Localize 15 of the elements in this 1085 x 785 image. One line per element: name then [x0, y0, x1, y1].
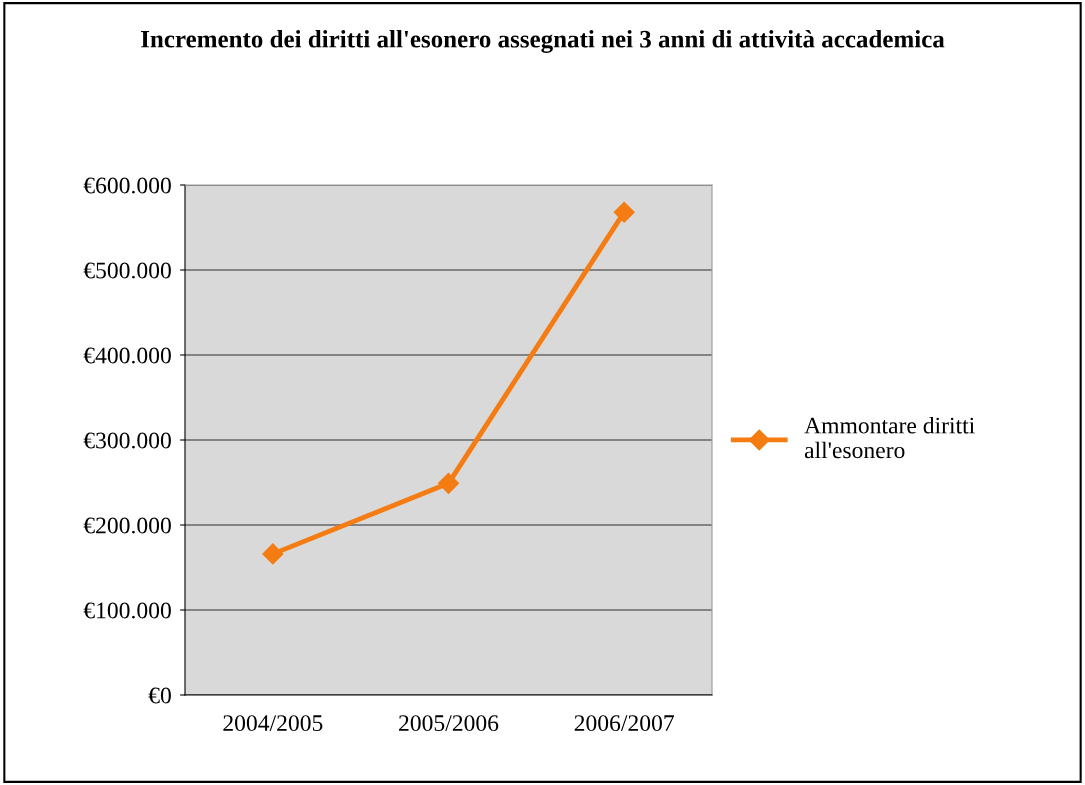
x-tick-label: 2004/2005	[223, 715, 323, 732]
y-tick-label: €600.000	[83, 177, 171, 194]
legend-label: Ammontare diritti all'esonero	[804, 416, 975, 459]
y-tick-label: €500.000	[83, 262, 171, 279]
x-tick-label: 2005/2006	[399, 715, 499, 732]
y-tick-label: €300.000	[83, 432, 171, 449]
y-tick-label: €400.000	[83, 347, 171, 364]
y-tick-label: €100.000	[83, 602, 171, 619]
point	[437, 472, 460, 494]
x-tick-label: 2006/2007	[574, 715, 674, 732]
y-tick-label: €0	[148, 687, 171, 704]
y-tick-label: €200.000	[83, 517, 171, 534]
point	[262, 543, 284, 565]
point	[613, 201, 635, 223]
chart-title: Incremento dei diritti all'esonero assegnati nei 3 anni di attività accademica	[141, 30, 945, 53]
